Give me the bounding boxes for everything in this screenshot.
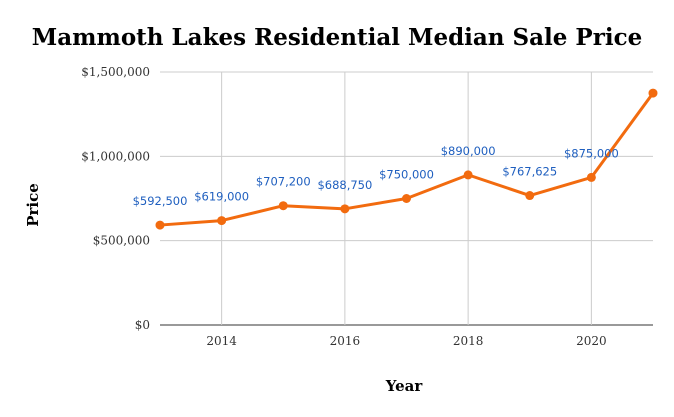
chart-title: Mammoth Lakes Residential Median Sale Pr… (32, 24, 642, 51)
x-tick-label: 2016 (330, 334, 361, 348)
y-tick-label: $1,000,000 (81, 149, 150, 163)
y-axis-title: Price (24, 183, 42, 227)
data-label: $688,750 (317, 178, 372, 192)
x-axis-ticks: 2014 2016 2018 2020 (206, 334, 606, 348)
data-point (586, 172, 596, 182)
data-point (217, 216, 227, 226)
x-axis-title: Year (385, 377, 424, 395)
data-point (648, 88, 658, 98)
data-label: $767,625 (502, 165, 557, 179)
x-tick-label: 2018 (453, 334, 484, 348)
data-label: $875,000 (564, 146, 619, 160)
data-labels: $592,500 $619,000 $707,200 $688,750 $750,000… (133, 144, 619, 208)
data-point (155, 220, 165, 230)
y-tick-label: $500,000 (93, 234, 150, 248)
data-label: $707,200 (256, 175, 311, 189)
series-layer (155, 88, 658, 230)
data-point (463, 170, 473, 180)
y-tick-label: $0 (135, 318, 150, 332)
data-point (525, 191, 535, 201)
data-label: $750,000 (379, 168, 434, 182)
data-label: $592,500 (133, 194, 188, 208)
data-point (340, 204, 350, 214)
x-tick-label: 2014 (206, 334, 237, 348)
data-label: $619,000 (194, 190, 249, 204)
data-point (402, 194, 411, 203)
x-tick-label: 2020 (576, 334, 607, 348)
data-label: $890,000 (441, 144, 496, 158)
data-point (278, 201, 288, 211)
y-axis-ticks: $0 $500,000 $1,000,000 $1,500,000 (81, 65, 150, 332)
grid-layer (160, 71, 653, 326)
y-tick-label: $1,500,000 (81, 65, 150, 79)
